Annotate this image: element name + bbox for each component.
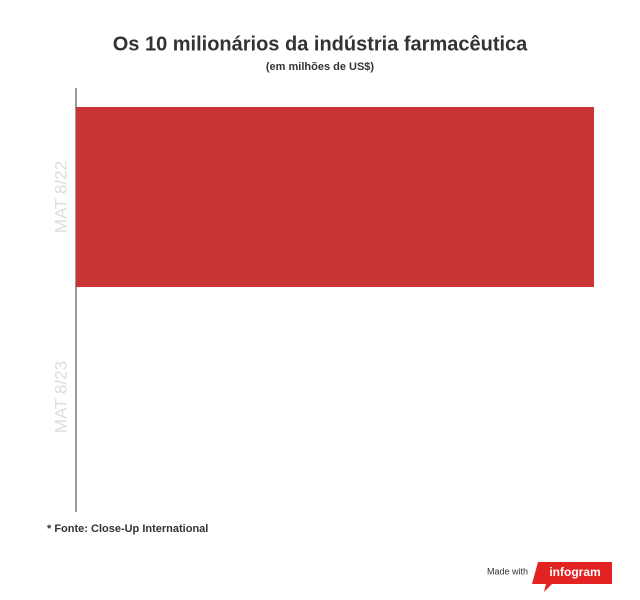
brand-text: infogram: [549, 565, 600, 579]
source-note: * Fonte: Close-Up International: [47, 523, 208, 535]
chart-title: Os 10 milionários da indústria farmacêut…: [113, 33, 528, 55]
bar: [76, 107, 594, 287]
made-with: Made with: [487, 566, 528, 576]
y-tick-label: MAT 8/23: [51, 361, 70, 433]
chart-subtitle: (em milhões de US$): [266, 61, 375, 73]
y-tick-label: MAT 8/22: [51, 161, 70, 233]
brand-logo: [532, 562, 612, 592]
